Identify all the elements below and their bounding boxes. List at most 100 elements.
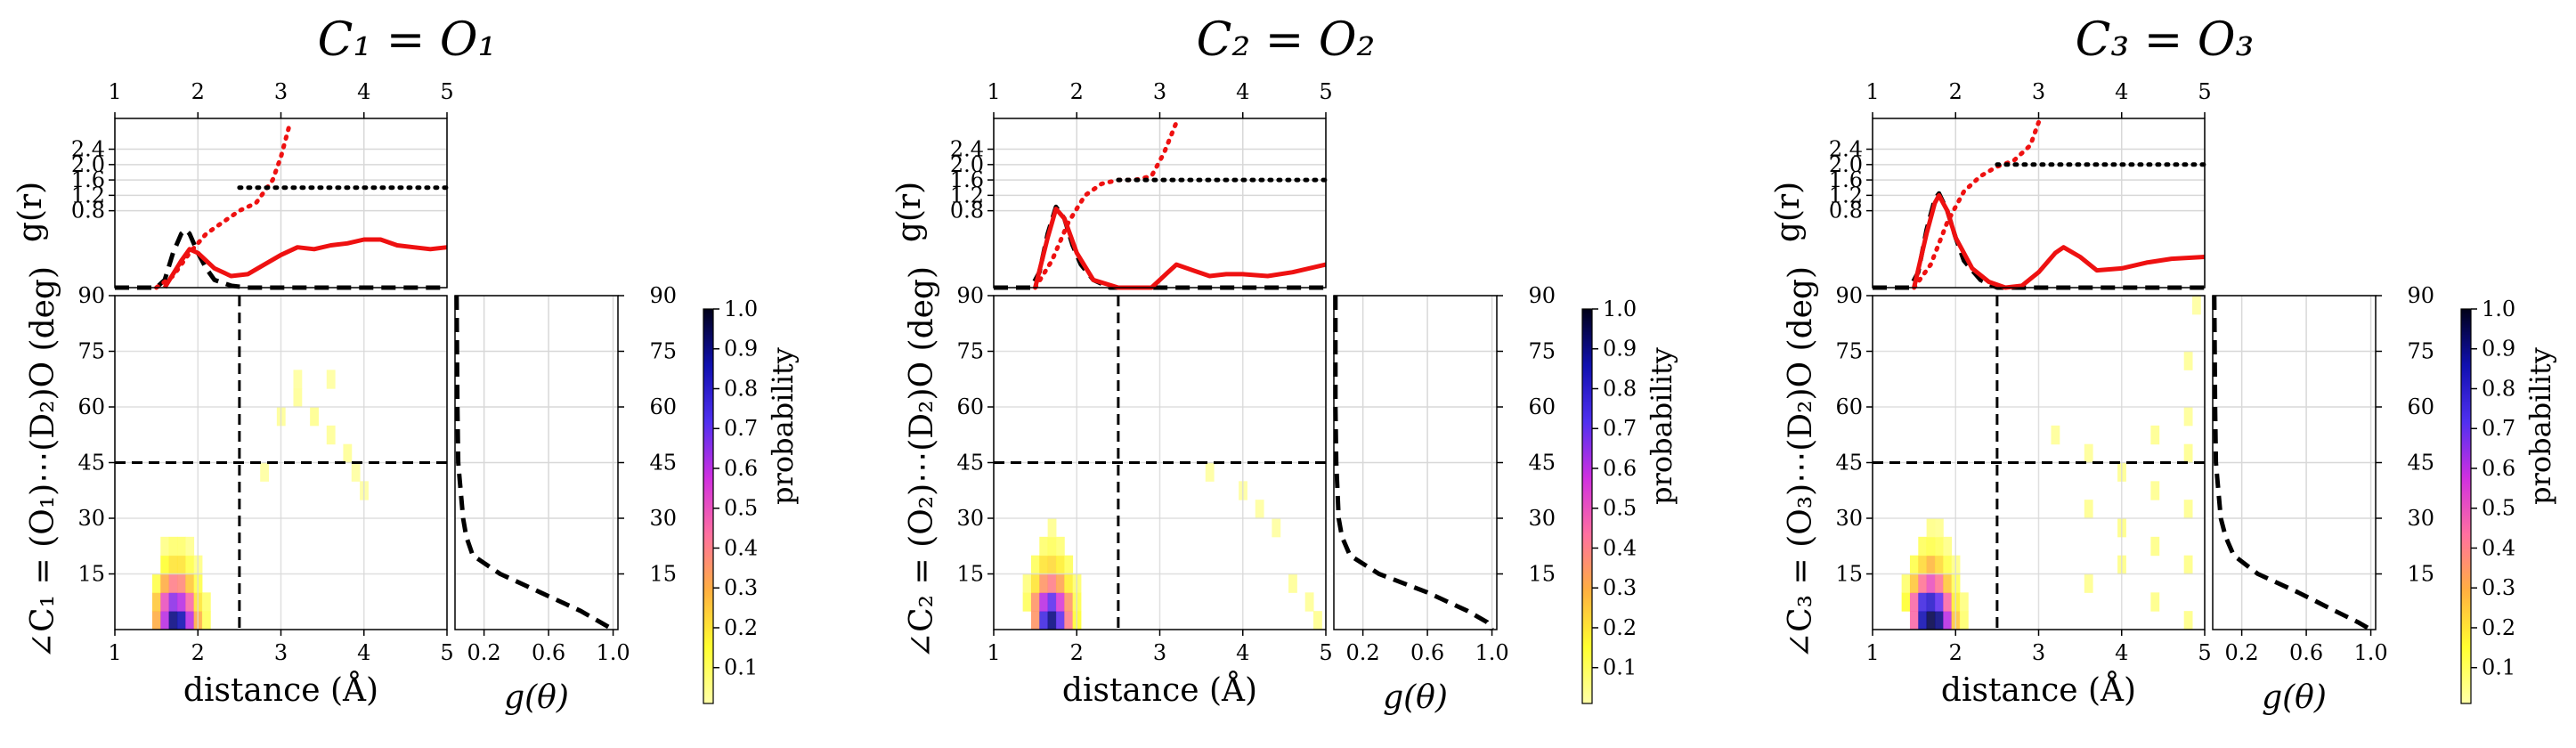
colorbar-tick-label: 0.3 (1603, 575, 1637, 600)
x-tick-label: 1.0 (596, 640, 630, 665)
heat-cell (1055, 592, 1065, 612)
colorbar-tick-label: 0.5 (1603, 496, 1637, 521)
y-tick-label: 90 (1528, 283, 1556, 308)
heat-cell (1205, 462, 1215, 482)
y-tick-label: 15 (1835, 562, 1863, 587)
x-tick-label: 4 (2115, 640, 2128, 665)
x-tick-label: 1 (1865, 640, 1879, 665)
y-tick-label: 60 (1528, 394, 1556, 419)
heat-cell (1909, 573, 1919, 593)
heat-cell (1288, 573, 1297, 593)
heat-cell (1934, 518, 1944, 538)
heat-cell (160, 555, 170, 574)
x-axis-label: distance (Å) (183, 671, 378, 709)
y-tick-label: 2.0 (1829, 152, 1863, 177)
heat-cell (1901, 573, 1911, 593)
colorbar-tick-label: 0.7 (724, 416, 758, 441)
colorbar-tick-label: 0.2 (2482, 615, 2515, 640)
colorbar-tick-label: 0.6 (1603, 456, 1637, 481)
heat-cell (1918, 573, 1928, 593)
heat-cell (1918, 611, 1928, 630)
y-tick-label: 1.2 (1829, 183, 1863, 207)
x-tick-label: 0.6 (2289, 640, 2323, 665)
y-tick-label: 1.6 (71, 167, 105, 192)
heat-cell (1934, 592, 1944, 612)
colorbar-tick-label: 1.0 (724, 297, 758, 321)
heat-cell (1918, 555, 1928, 574)
heat-cell (176, 536, 186, 557)
heat-cell (1255, 500, 1264, 519)
x-tick-label: 0.6 (532, 640, 565, 665)
colorbar-tick-label: 0.9 (724, 337, 758, 362)
heat-cell (1047, 518, 1057, 538)
colorbar-tick-label: 0.4 (1603, 535, 1637, 560)
y-tick-label: 2.4 (950, 137, 984, 162)
heat-cell (1909, 592, 1919, 612)
colorbar-tick-label: 0.6 (724, 456, 758, 481)
heat-cell (1055, 573, 1065, 593)
heat-cell (151, 573, 161, 593)
heat-cell (1934, 555, 1944, 574)
y-axis-label: ∠C₁ = (O₁)⋯(D₂)O (deg) (25, 266, 61, 659)
heat-cell (1064, 573, 1074, 593)
chart-title: C₃ = O₃ (2076, 13, 2255, 67)
y-axis-label: ∠C₂ = (O₂)⋯(D₂)O (deg) (904, 266, 940, 659)
heat-cell (1039, 573, 1049, 593)
colorbar-tick-label: 0.8 (2482, 376, 2515, 401)
colorbar (703, 308, 714, 704)
x-axis-label: distance (Å) (1062, 671, 1257, 709)
y-tick-label: 45 (649, 451, 677, 476)
heat-cell (1959, 611, 1969, 630)
heat-cell (293, 388, 303, 408)
heat-cell (160, 573, 170, 593)
heat-cell (1064, 555, 1074, 574)
heat-cell (2051, 425, 2060, 445)
heat-cell (168, 536, 178, 557)
colorbar-label: probability (1645, 347, 1678, 505)
heat-cell (1926, 573, 1936, 593)
x-tick-label: 3 (2032, 640, 2045, 665)
x-axis-label: g(θ) (2262, 679, 2327, 716)
heat-cell (168, 573, 178, 593)
y-tick-label: 15 (956, 562, 984, 587)
heat-cell (2183, 555, 2193, 574)
heat-cell (1918, 536, 1928, 557)
heat-cell (1934, 573, 1944, 593)
heat-cell (1055, 555, 1065, 574)
x-tick-label: 5 (2198, 640, 2211, 665)
heat-cell (2084, 500, 2093, 519)
y-tick-label: 90 (649, 283, 677, 308)
x-tick-label: 4 (1236, 640, 1249, 665)
x-tick-label: 3 (2032, 79, 2045, 104)
y-tick-label: 60 (2407, 394, 2434, 419)
axes-frame (1872, 295, 2206, 630)
y-tick-label: 1.6 (1829, 167, 1863, 192)
heat-cell (1304, 592, 1314, 612)
x-tick-label: 1.0 (2353, 640, 2387, 665)
heat-cell (1047, 573, 1057, 593)
colorbar-tick-label: 0.8 (724, 376, 758, 401)
y-tick-label: 1.2 (71, 183, 105, 207)
axes-frame (1333, 295, 1498, 630)
heat-cell (2150, 536, 2160, 557)
y-tick-label: 75 (956, 339, 984, 364)
y-tick-label: 75 (1528, 339, 1556, 364)
y-tick-label: 75 (649, 339, 677, 364)
colorbar (2460, 308, 2472, 704)
heat-cell (176, 592, 186, 612)
y-tick-label: 15 (77, 562, 105, 587)
axes-frame (114, 295, 448, 630)
y-tick-label: 75 (1835, 339, 1863, 364)
heat-cell (1030, 573, 1040, 593)
heat-cell (2150, 481, 2160, 500)
heat-cell (1918, 592, 1928, 612)
colorbar-tick-label: 0.2 (1603, 615, 1637, 640)
x-tick-label: 4 (2115, 79, 2128, 104)
heat-cell (1943, 573, 1953, 593)
colorbar-tick-label: 0.3 (2482, 575, 2515, 600)
heat-cell (1030, 611, 1040, 630)
y-tick-label: 60 (77, 394, 105, 419)
heat-cell (176, 611, 186, 630)
x-tick-label: 4 (357, 79, 370, 104)
